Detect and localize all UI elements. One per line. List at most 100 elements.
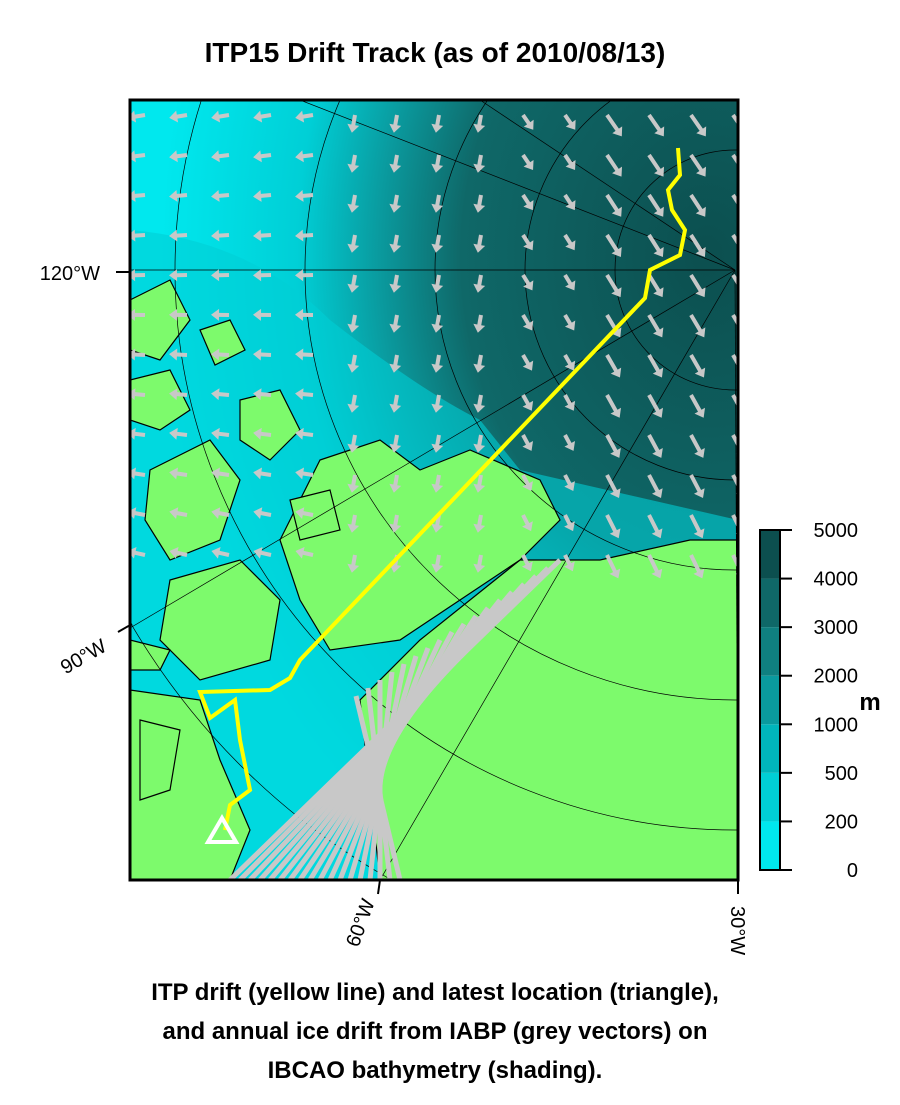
ice-vector: [253, 110, 272, 123]
ice-vector: [389, 354, 402, 373]
ice-vector: [130, 229, 146, 242]
map-frame: [128, 98, 740, 882]
ice-vector: [431, 554, 444, 573]
colorbar-label: 5000: [814, 520, 859, 542]
ice-vector: [431, 474, 444, 493]
title: ITP15 Drift Track (as of 2010/08/13): [205, 37, 666, 68]
colorbar-label: 2000: [814, 666, 859, 688]
ice-vector: [130, 308, 146, 321]
ice-vector: [521, 434, 534, 451]
lon-label: 30°W: [726, 906, 748, 955]
caption-line: IBCAO bathymetry (shading).: [268, 1057, 603, 1084]
ice-vector: [431, 234, 444, 253]
ice-vector: [389, 434, 402, 453]
ice-vector: [563, 394, 576, 411]
ice-vector: [563, 273, 576, 291]
ice-vector: [521, 273, 534, 291]
ice-vector: [605, 313, 622, 338]
ice-vector: [521, 354, 534, 371]
ice-vector: [211, 546, 230, 559]
ice-vector: [347, 514, 360, 533]
ice-vector: [689, 394, 705, 418]
colorbar-band: [760, 578, 780, 628]
ice-vector: [473, 474, 486, 493]
ice-vector: [130, 388, 146, 401]
ice-vector: [389, 274, 402, 293]
ice-vector: [389, 314, 402, 333]
ice-vector: [431, 154, 444, 173]
ice-vector: [521, 153, 534, 170]
ice-vector: [389, 474, 402, 493]
ice-vector: [389, 514, 402, 533]
ice-vector: [521, 113, 534, 130]
colorbar-label: 1000: [814, 714, 859, 736]
ice-vector: [731, 193, 738, 217]
ice-vector: [130, 546, 146, 559]
ice-vector: [130, 150, 146, 163]
lon-tick: [377, 879, 381, 895]
ice-vector: [253, 348, 272, 361]
ice-vector: [347, 274, 360, 293]
ice-vector: [731, 313, 738, 338]
ice-vector: [130, 507, 146, 520]
ice-vector: [169, 150, 188, 163]
ice-vector: [473, 314, 486, 333]
ice-vector: [253, 427, 272, 440]
ice-vector: [295, 110, 314, 123]
ice-vector: [647, 514, 663, 539]
ice-vector: [211, 467, 230, 480]
ice-vector: [563, 193, 576, 211]
ice-vector: [169, 507, 188, 520]
ice-vector: [563, 313, 576, 331]
ice-vector: [473, 274, 486, 293]
ice-vector: [689, 354, 706, 378]
ice-vector: [211, 308, 230, 321]
ice-vector: [521, 554, 533, 572]
ice-vector: [211, 507, 230, 520]
ice-vector: [731, 233, 738, 257]
colorbar-label: 500: [825, 763, 858, 785]
ice-vector: [689, 434, 705, 458]
ice-vector: [295, 308, 314, 321]
ice-vector: [689, 153, 707, 177]
ice-vector: [253, 269, 272, 282]
ice-vector: [253, 229, 272, 242]
ice-vector: [731, 554, 738, 579]
ice-vector: [347, 354, 360, 373]
ice-vector: [563, 554, 575, 572]
ice-vector: [130, 427, 146, 440]
ice-vector: [647, 354, 664, 378]
ice-vector: [347, 434, 360, 453]
ice-vector: [689, 554, 705, 579]
ice-vector: [211, 229, 230, 242]
ice-vector: [689, 233, 706, 257]
ice-vector: [130, 269, 146, 282]
ice-drift-vectors: [130, 110, 738, 880]
ice-vector: [647, 153, 665, 177]
ice-vector: [731, 514, 738, 539]
colorbar-frame: [759, 529, 781, 871]
ice-vector: [563, 434, 576, 451]
ice-vector: [169, 110, 188, 123]
colorbar-band: [760, 627, 780, 676]
ice-vector: [353, 695, 403, 880]
ice-vector: [211, 189, 230, 202]
latest-location: [204, 814, 240, 844]
ice-vector: [431, 514, 444, 533]
ice-vector: [211, 348, 230, 361]
ice-vector: [431, 314, 444, 333]
ice-vector: [731, 394, 738, 418]
ice-vector: [169, 269, 188, 282]
ice-vector: [130, 348, 146, 361]
ice-vector: [130, 110, 146, 123]
ice-vector: [295, 388, 314, 401]
ice-vector: [347, 554, 360, 573]
ice-vector: [169, 467, 188, 480]
ice-vector: [473, 234, 486, 253]
ice-vector: [521, 193, 534, 211]
ice-vector: [563, 113, 576, 130]
ice-vector: [647, 113, 665, 137]
ice-vector: [130, 189, 146, 202]
ice-vector: [473, 554, 486, 573]
ice-vector: [431, 194, 444, 213]
